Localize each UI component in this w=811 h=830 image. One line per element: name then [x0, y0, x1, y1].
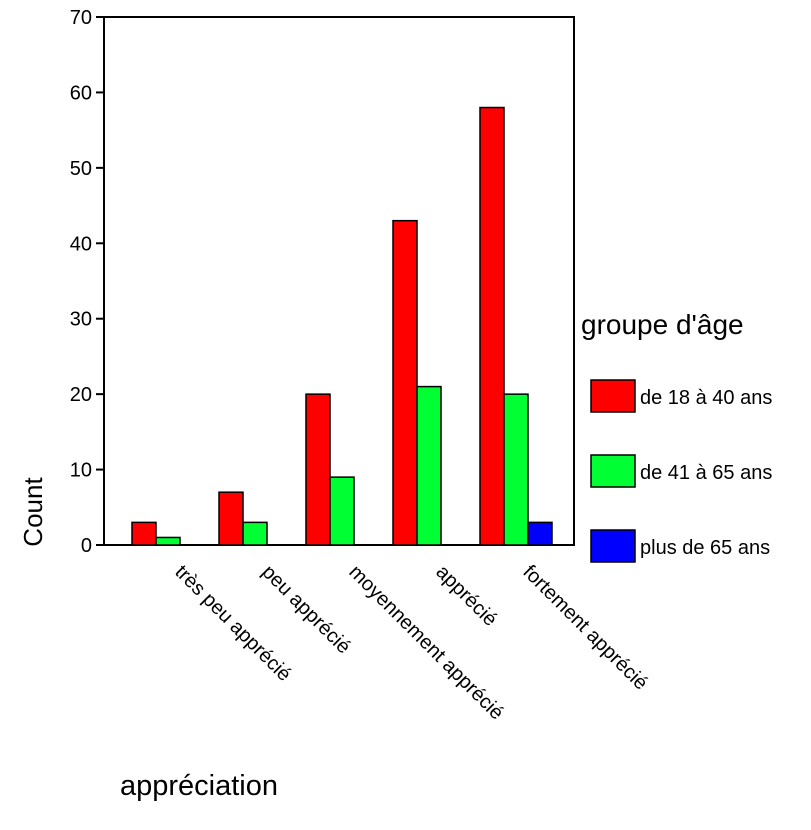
y-axis-label: Count	[18, 477, 48, 547]
y-axis: 0 10 20 30 40 50 60 70	[70, 7, 104, 557]
bar	[329, 476, 355, 546]
bar	[416, 385, 442, 546]
bar	[155, 536, 181, 546]
bar	[527, 521, 553, 546]
bar	[242, 521, 268, 546]
x-tick-label: peu apprécié	[257, 561, 354, 658]
y-tick-label: 70	[70, 7, 92, 29]
legend-entry: de 41 à 65 ans	[640, 462, 772, 484]
y-tick-label: 30	[70, 309, 92, 331]
legend: de 18 à 40 ans de 41 à 65 ans plus de 65 a…	[590, 379, 772, 563]
y-tick-label: 40	[70, 233, 92, 255]
legend-entry: plus de 65 ans	[640, 537, 770, 559]
bar	[131, 521, 157, 546]
y-tick-label: 60	[70, 82, 92, 104]
x-axis-label: appréciation	[120, 770, 278, 802]
y-tick-label: 20	[70, 384, 92, 406]
y-tick-label: 50	[70, 158, 92, 180]
legend-swatch	[590, 379, 636, 413]
y-tick-label: 0	[81, 535, 92, 557]
legend-swatch	[590, 454, 636, 488]
y-tick-label: 10	[70, 460, 92, 482]
bars	[131, 106, 553, 546]
bar	[392, 219, 418, 546]
bar	[305, 393, 331, 546]
x-tick-label: apprécié	[431, 561, 501, 631]
legend-entry: de 18 à 40 ans	[640, 387, 772, 409]
x-tick-label: moyennement apprécié	[344, 561, 507, 724]
bar	[503, 393, 529, 546]
bar	[218, 491, 244, 546]
x-tick-label: fortement apprécié	[518, 561, 651, 694]
legend-title: groupe d'âge	[581, 309, 744, 340]
bar	[479, 106, 505, 546]
legend-swatch	[590, 529, 636, 563]
